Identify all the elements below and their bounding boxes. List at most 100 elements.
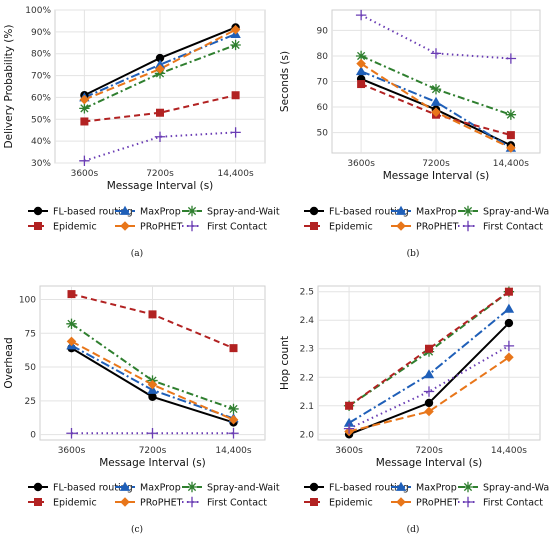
legend-marker-shape: [120, 497, 130, 507]
panel-4: 2.0 2.1 2.2 2.3 2.4 2.5 3600s 7200s 14,400s Messa…: [279, 285, 550, 535]
data-point: [424, 398, 434, 408]
data-point-shape: [79, 155, 90, 167]
data-point: [79, 155, 90, 167]
legend-marker: [309, 482, 319, 492]
data-point: [229, 344, 238, 353]
legend-marker-shape: [186, 205, 198, 217]
data-point-shape: [66, 318, 77, 330]
data-point-shape: [80, 117, 89, 126]
data-point-shape: [155, 53, 165, 63]
y-tick-label: 0: [30, 431, 36, 441]
data-point: [66, 428, 77, 439]
legend-label: MaxProp: [416, 483, 457, 494]
data-point-shape: [230, 24, 241, 35]
x-axis-label: Message Interval (s): [107, 180, 214, 192]
legend-marker-shape: [186, 496, 198, 508]
data-point: [506, 131, 515, 140]
data-point: [228, 414, 239, 425]
y-tick-label: 90: [317, 26, 329, 36]
legend-marker-shape: [186, 220, 198, 232]
y-tick-label: 50%: [31, 115, 51, 125]
data-point-shape: [155, 64, 165, 74]
legend-entry: PRoPHET: [115, 497, 183, 509]
data-point-shape: [230, 39, 241, 51]
data-point: [424, 406, 434, 417]
legend-entry: Spray-and-Wait: [182, 205, 280, 218]
legend-label: First Contact: [483, 222, 543, 233]
data-point: [425, 344, 433, 353]
data-point-shape: [430, 96, 442, 106]
x-axis-label: Message Interval (s): [99, 457, 206, 469]
legend-entry: PRoPHET: [391, 497, 459, 509]
x-tick-label: 7200s: [139, 446, 167, 456]
x-axis-label: Message Interval (s): [383, 170, 490, 182]
data-point-shape: [147, 379, 158, 390]
data-point-shape: [355, 9, 367, 21]
legend-label: PRoPHET: [416, 222, 459, 233]
data-point: [228, 428, 239, 439]
data-point-shape: [506, 131, 515, 140]
legend-label: Spray-and-Wait: [483, 483, 550, 494]
legend-entry: FL-based routing: [304, 207, 409, 218]
data-point-shape: [430, 48, 442, 59]
data-point: [503, 303, 515, 313]
data-point-shape: [504, 318, 514, 328]
legend-marker-shape: [309, 206, 319, 216]
legend-label: PRoPHET: [140, 222, 183, 233]
legend-entry: First Contact: [458, 496, 543, 509]
y-tick-label: 2.2: [300, 373, 314, 383]
data-point: [155, 53, 165, 63]
y-tick-label: 2.4: [300, 316, 315, 326]
legend-marker-shape: [395, 205, 407, 215]
legend-marker-shape: [33, 482, 43, 492]
legend-entry: Epidemic: [28, 222, 97, 233]
y-axis-label: Delivery Probability (%): [3, 25, 15, 149]
legend-marker: [186, 220, 198, 232]
legend-marker: [33, 482, 43, 492]
legend-marker: [396, 497, 406, 507]
data-point: [355, 50, 367, 62]
data-point-shape: [66, 336, 77, 347]
x-tick-label: 7200s: [146, 169, 174, 179]
legend-label: Epidemic: [53, 222, 97, 233]
data-point-shape: [504, 352, 514, 363]
data-point: [231, 91, 240, 100]
legend-marker-shape: [120, 221, 130, 231]
data-point-shape: [356, 58, 366, 69]
y-tick-label: 2.3: [300, 345, 314, 355]
data-point: [79, 103, 90, 114]
legend-marker-shape: [462, 496, 474, 508]
y-axis-label: Seconds (s): [279, 51, 291, 112]
legend-entry: MaxProp: [115, 205, 181, 218]
data-point-shape: [229, 344, 238, 353]
data-point-shape: [148, 310, 157, 319]
data-point-shape: [343, 423, 355, 434]
data-point-shape: [79, 94, 90, 105]
y-tick-label: 100: [19, 296, 36, 306]
data-point: [80, 117, 89, 126]
legend-entry: First Contact: [182, 496, 267, 509]
data-point-shape: [431, 107, 441, 117]
legend-entry: Epidemic: [304, 222, 373, 233]
data-point-shape: [148, 392, 157, 401]
data-point: [430, 96, 442, 106]
y-tick-label: 2.5: [300, 288, 314, 298]
legend-marker: [462, 481, 474, 493]
series-line-prophet: [84, 28, 237, 101]
legend-entry: MaxProp: [391, 481, 457, 494]
y-tick-label: 60: [317, 103, 329, 113]
data-point: [147, 428, 158, 439]
legend-marker-shape: [396, 221, 406, 231]
legend-label: PRoPHET: [416, 498, 459, 509]
legend-label: Epidemic: [329, 498, 373, 509]
data-point-shape: [343, 417, 355, 427]
data-point-shape: [231, 91, 240, 100]
legend-marker-shape: [396, 497, 406, 507]
data-point: [148, 392, 157, 401]
legend-marker-shape: [310, 498, 318, 506]
legend-marker: [120, 497, 130, 507]
legend-marker-shape: [34, 222, 42, 230]
x-tick-label: 14,400s: [491, 446, 527, 456]
